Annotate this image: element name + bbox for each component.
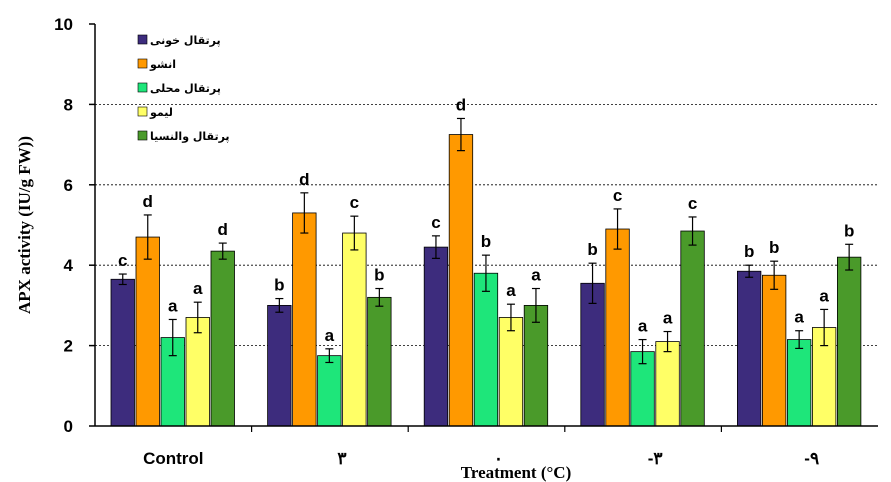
significance-letter: c	[431, 213, 440, 232]
significance-letter: b	[744, 242, 754, 261]
significance-letter: a	[193, 279, 203, 298]
significance-letter: a	[794, 308, 804, 327]
bar	[837, 256, 862, 427]
bar	[498, 317, 524, 427]
y-tick-label: 2	[64, 337, 73, 356]
significance-letter: d	[456, 95, 466, 114]
legend-swatch	[137, 106, 148, 117]
significance-letter: a	[663, 309, 673, 328]
legend: پرتقال خونی انشو پرتقال محلی لیمو پرتقال وال…	[137, 34, 230, 143]
y-tick-label: 10	[54, 15, 73, 34]
bar	[605, 228, 630, 427]
legend-label: انشو	[149, 58, 176, 71]
significance-letter: a	[325, 326, 335, 345]
bar	[787, 339, 812, 427]
bar	[342, 232, 367, 427]
bar	[580, 282, 605, 427]
bar	[473, 272, 499, 427]
legend-swatch	[137, 34, 148, 45]
significance-letter: b	[844, 221, 854, 240]
significance-letter: d	[218, 220, 228, 239]
legend-swatch	[137, 58, 148, 69]
significance-letter: d	[299, 170, 309, 189]
significance-letter: b	[274, 276, 284, 295]
bar	[317, 355, 342, 427]
significance-letter: d	[143, 192, 153, 211]
significance-letter: a	[531, 266, 541, 285]
legend-label: لیمو	[149, 106, 173, 119]
y-axis-title: APX activity (IU/g FW))	[15, 136, 34, 314]
significance-letter: c	[118, 251, 127, 270]
axes	[94, 24, 878, 427]
bar	[737, 270, 762, 427]
bar	[448, 134, 474, 427]
y-tick-label: 0	[64, 417, 73, 436]
bar	[135, 236, 160, 427]
significance-letter: a	[506, 281, 516, 300]
y-tick-label: 8	[64, 95, 73, 114]
x-category-label: Control	[143, 449, 203, 468]
bar	[185, 317, 210, 427]
significance-letter: b	[587, 240, 597, 259]
bar	[523, 304, 549, 427]
x-category-label: ۳	[337, 449, 346, 468]
legend-label: پرتقال والنسیا	[150, 130, 230, 143]
significance-letter: a	[638, 317, 648, 336]
significance-letter: c	[688, 194, 697, 213]
significance-letter: a	[819, 286, 829, 305]
legend-swatch	[137, 130, 148, 141]
significance-letter: b	[769, 238, 779, 257]
significance-letter: b	[481, 232, 491, 251]
bar	[762, 274, 787, 427]
bar	[680, 230, 705, 427]
bar	[210, 250, 235, 427]
bar	[367, 296, 392, 427]
significance-letter: b	[374, 266, 384, 285]
y-tick-label: 6	[64, 176, 73, 195]
legend-label: پرتقال محلی	[150, 82, 221, 95]
significance-letter: c	[350, 193, 359, 212]
x-category-label: -۳	[648, 449, 663, 468]
significance-letter: c	[613, 186, 622, 205]
x-category-label: ۰	[494, 449, 503, 468]
bar	[292, 212, 317, 427]
bar	[655, 341, 680, 427]
bar	[267, 304, 292, 427]
x-category-label: -۹	[804, 449, 819, 468]
bar	[110, 278, 135, 427]
legend-swatch	[137, 82, 148, 93]
significance-letter: a	[168, 296, 178, 315]
legend-label: پرتقال خونی	[150, 34, 221, 47]
bar	[423, 246, 449, 427]
x-axis-title: Treatment (°C)	[461, 463, 572, 482]
y-tick-label: 4	[64, 256, 74, 275]
tick-labels: 0 2 4 6 8 10 Control ۳ ۰ -۳ -۹	[54, 15, 819, 468]
